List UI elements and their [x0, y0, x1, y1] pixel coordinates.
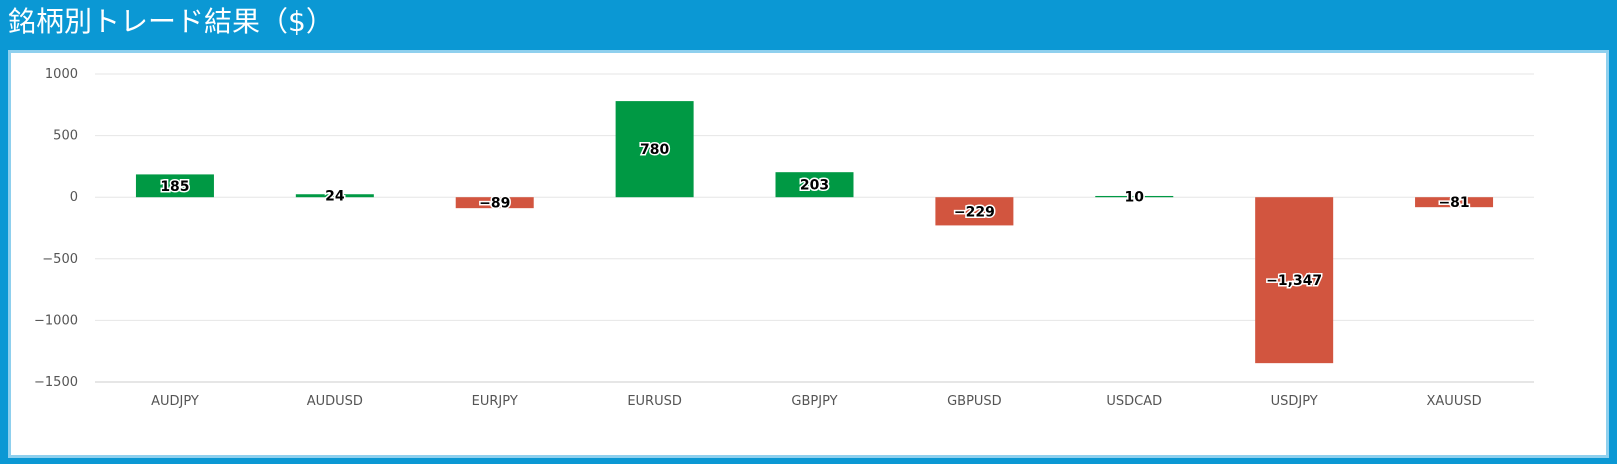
- y-tick-label: −1500: [34, 375, 78, 390]
- x-tick-label: EURUSD: [627, 394, 682, 409]
- header-bar: 銘柄別トレード結果（$）: [0, 0, 1617, 46]
- chart-area: 1000 500 0 −500 −1000 −1500 185 AUDJPY 24 AUDUSD −…: [12, 54, 1605, 454]
- data-label: −81: [1438, 195, 1469, 211]
- y-tick-label: −500: [42, 252, 78, 267]
- data-label: −229: [954, 204, 995, 220]
- data-label: 10: [1125, 190, 1145, 206]
- bar-gbpjpy: [775, 172, 854, 198]
- x-tick-label: GBPUSD: [947, 394, 1002, 409]
- data-label: −1,347: [1266, 273, 1322, 289]
- data-label: 780: [640, 142, 669, 158]
- y-tick-label: 0: [70, 190, 78, 205]
- x-tick-label: USDJPY: [1271, 394, 1318, 409]
- y-tick-label: 500: [53, 129, 78, 144]
- bar-usdcad: [1095, 195, 1174, 198]
- x-tick-label: AUDUSD: [307, 394, 363, 409]
- x-tick-label: GBPJPY: [791, 394, 837, 409]
- bar-usdjpy: [1255, 197, 1334, 364]
- y-tick-label: 1000: [45, 67, 78, 82]
- bar-eurusd: [615, 101, 694, 198]
- bar-xauusd: [1415, 197, 1494, 208]
- y-tick-label: −1000: [34, 313, 78, 328]
- bar-audusd: [295, 194, 374, 198]
- data-label: 24: [325, 189, 345, 205]
- page-title: 銘柄別トレード結果（$）: [8, 5, 334, 38]
- x-tick-label: AUDJPY: [151, 394, 199, 409]
- chart-panel: 1000 500 0 −500 −1000 −1500 185 AUDJPY 24 AUDUSD −…: [8, 50, 1609, 458]
- bar-eurjpy: [455, 197, 534, 209]
- bar-audjpy: [135, 174, 214, 198]
- data-label: 203: [800, 178, 829, 194]
- x-tick-label: USDCAD: [1106, 394, 1162, 409]
- data-label: −89: [479, 196, 510, 212]
- data-label: 185: [160, 179, 189, 195]
- bar-gbpusd: [935, 197, 1014, 226]
- x-tick-label: EURJPY: [472, 394, 518, 409]
- bar-chart: 1000 500 0 −500 −1000 −1500 185 AUDJPY 24 AUDUSD −…: [34, 67, 1534, 409]
- x-tick-label: XAUUSD: [1427, 394, 1482, 409]
